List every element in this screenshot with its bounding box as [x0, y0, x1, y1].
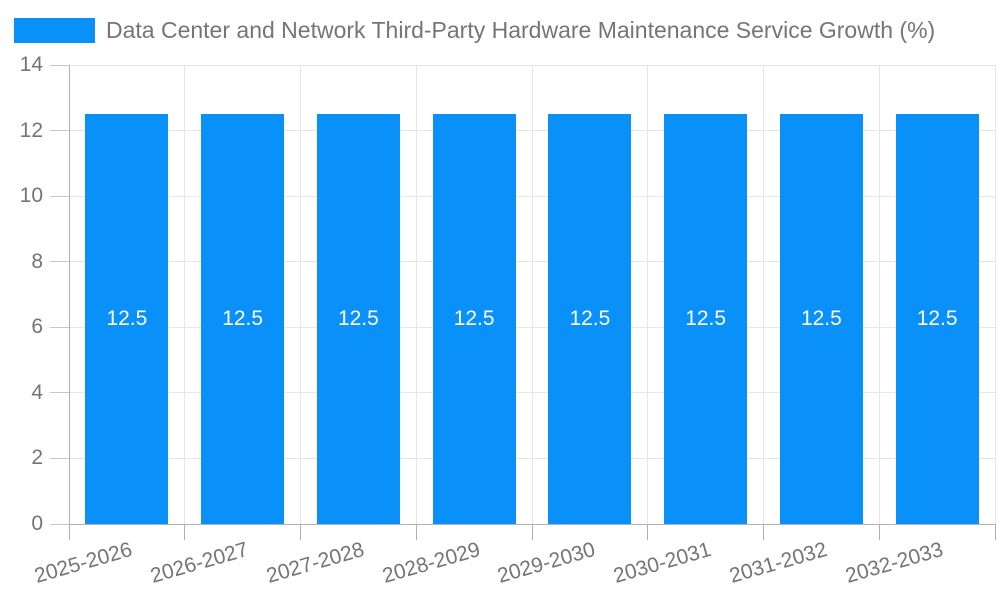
bar-value-label: 12.5	[337, 307, 379, 331]
x-axis-tick	[763, 524, 764, 540]
y-axis-tick	[50, 326, 69, 328]
x-axis-category-label: 2032-2033	[842, 538, 946, 588]
x-gridline	[647, 65, 649, 524]
x-axis-category-label: 2031-2032	[726, 538, 830, 588]
x-axis-tick	[878, 524, 880, 540]
y-axis-tick-label: 4	[31, 380, 43, 404]
y-axis-tick	[50, 523, 69, 525]
bar	[779, 114, 863, 524]
x-axis-category-label: 2029-2030	[495, 538, 599, 588]
bar	[432, 114, 516, 524]
y-axis-tick	[50, 457, 69, 459]
bar-value-label: 12.5	[916, 307, 958, 331]
x-axis-tick	[184, 524, 186, 540]
x-axis-tick	[994, 524, 996, 540]
y-axis-line	[68, 65, 70, 540]
y-axis-tick-label: 2	[31, 446, 43, 470]
x-axis-tick	[300, 524, 301, 540]
x-gridline	[184, 65, 186, 524]
y-axis-tick-label: 6	[31, 315, 43, 339]
bar	[895, 114, 979, 524]
y-axis-tick-label: 10	[19, 184, 43, 208]
x-axis-category-label: 2025-2026	[32, 538, 136, 588]
y-axis-tick-label: 8	[31, 249, 43, 273]
y-axis-tick	[50, 64, 69, 66]
x-axis-category-label: 2026-2027	[148, 538, 251, 588]
x-gridline	[415, 65, 417, 524]
x-axis-category-label: 2027-2028	[263, 538, 367, 588]
x-axis-category-label: 2028-2029	[379, 538, 483, 588]
x-axis-tick	[531, 524, 533, 540]
y-axis-tick	[50, 261, 69, 263]
bar	[664, 114, 748, 524]
x-axis-tick	[68, 524, 70, 540]
y-axis-tick	[50, 195, 69, 197]
y-axis-tick-label: 12	[19, 118, 43, 142]
bar-value-label: 12.5	[106, 307, 148, 331]
bar-value-label: 12.5	[800, 307, 842, 331]
bar	[201, 114, 285, 524]
y-axis-tick-label: 14	[19, 53, 43, 76]
legend: Data Center and Network Third-Party Hard…	[14, 17, 936, 43]
bar-value-label: 12.5	[685, 307, 727, 331]
x-gridline	[531, 65, 533, 524]
bar-value-label: 12.5	[453, 307, 495, 331]
x-axis-category-label: 2030-2031	[611, 538, 714, 588]
bar-value-label: 12.5	[222, 307, 264, 331]
x-gridline	[994, 65, 996, 524]
x-gridline	[878, 65, 880, 524]
y-axis-tick	[50, 392, 69, 394]
bar-value-label: 12.5	[569, 307, 611, 331]
x-gridline	[763, 65, 764, 524]
bar	[316, 114, 400, 524]
x-axis-tick	[415, 524, 417, 540]
x-axis-tick	[647, 524, 649, 540]
legend-swatch	[14, 18, 95, 43]
y-axis-tick	[50, 130, 69, 132]
chart-title: Data Center and Network Third-Party Hard…	[106, 17, 936, 43]
y-axis-tick-label: 0	[31, 512, 43, 535]
bar	[85, 114, 169, 524]
x-gridline	[300, 65, 301, 524]
bar	[548, 114, 632, 524]
